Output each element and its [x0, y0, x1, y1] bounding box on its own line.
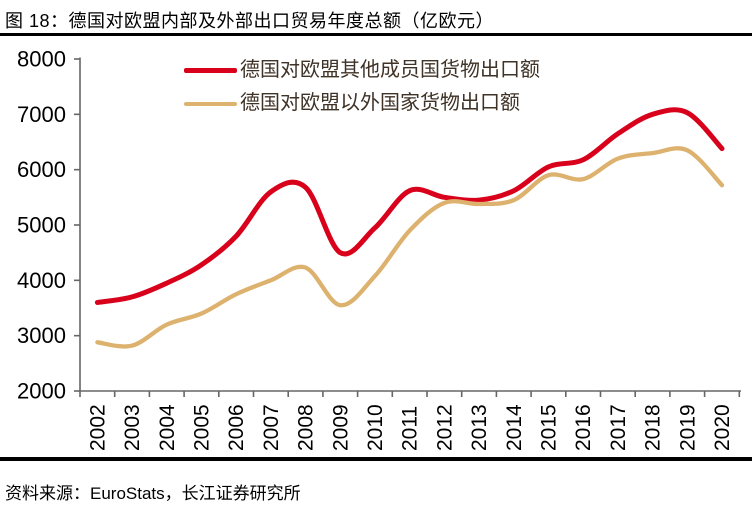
title-divider	[0, 33, 752, 36]
x-axis-tick-label: 2012	[433, 404, 456, 451]
x-axis-tick-label: 2005	[191, 404, 214, 451]
y-axis-tick-label: 8000	[17, 47, 66, 72]
x-axis-tick-label: 2020	[711, 404, 734, 451]
x-axis-tick-label: 2008	[295, 404, 318, 451]
x-axis-tick-label: 2016	[572, 404, 595, 451]
legend-label-intra-eu: 德国对欧盟其他成员国货物出口额	[240, 59, 540, 81]
y-axis-tick-label: 3000	[17, 323, 66, 348]
x-axis-tick-label: 2010	[364, 404, 387, 451]
x-axis-tick-label: 2004	[156, 404, 179, 451]
x-axis-tick-label: 2009	[329, 404, 352, 451]
x-axis-tick-label: 2015	[538, 404, 561, 451]
figure-title: 图 18：德国对欧盟内部及外部出口贸易年度总额（亿欧元）	[5, 11, 495, 31]
legend-line-red-icon	[184, 68, 237, 73]
y-axis-tick-label: 4000	[17, 268, 66, 293]
x-axis-tick-label: 2013	[468, 404, 491, 451]
series-line-intra-eu	[94, 107, 725, 305]
y-axis-tick-label: 5000	[17, 213, 66, 238]
x-axis-tick-label: 2019	[676, 404, 699, 451]
x-axis-tick-label: 2007	[260, 404, 283, 451]
y-axis-tick-label: 6000	[17, 157, 66, 182]
legend-label-extra-eu: 德国对欧盟以外国家货物出口额	[240, 92, 520, 114]
x-axis-tick-label: 2017	[607, 404, 630, 451]
chart-legend: 德国对欧盟其他成员国货物出口额 德国对欧盟以外国家货物出口额	[184, 57, 540, 123]
y-axis-tick-label: 2000	[17, 379, 66, 404]
data-source: 资料来源：EuroStats，长江证券研究所	[5, 484, 301, 503]
legend-line-tan-icon	[184, 101, 237, 106]
legend-item-extra-eu: 德国对欧盟以外国家货物出口额	[184, 90, 540, 117]
x-axis-tick-label: 2003	[121, 404, 144, 451]
x-axis-tick-label: 2014	[503, 404, 526, 451]
bottom-divider	[0, 457, 752, 461]
x-axis-tick-label: 2006	[225, 404, 248, 451]
x-axis-tick-label: 2002	[86, 404, 109, 451]
y-axis-tick-label: 7000	[17, 102, 66, 127]
x-axis-tick-label: 2018	[642, 404, 665, 451]
x-axis-tick-label: 2011	[399, 406, 422, 451]
legend-item-intra-eu: 德国对欧盟其他成员国货物出口额	[184, 57, 540, 84]
series-line-extra-eu	[95, 146, 725, 349]
